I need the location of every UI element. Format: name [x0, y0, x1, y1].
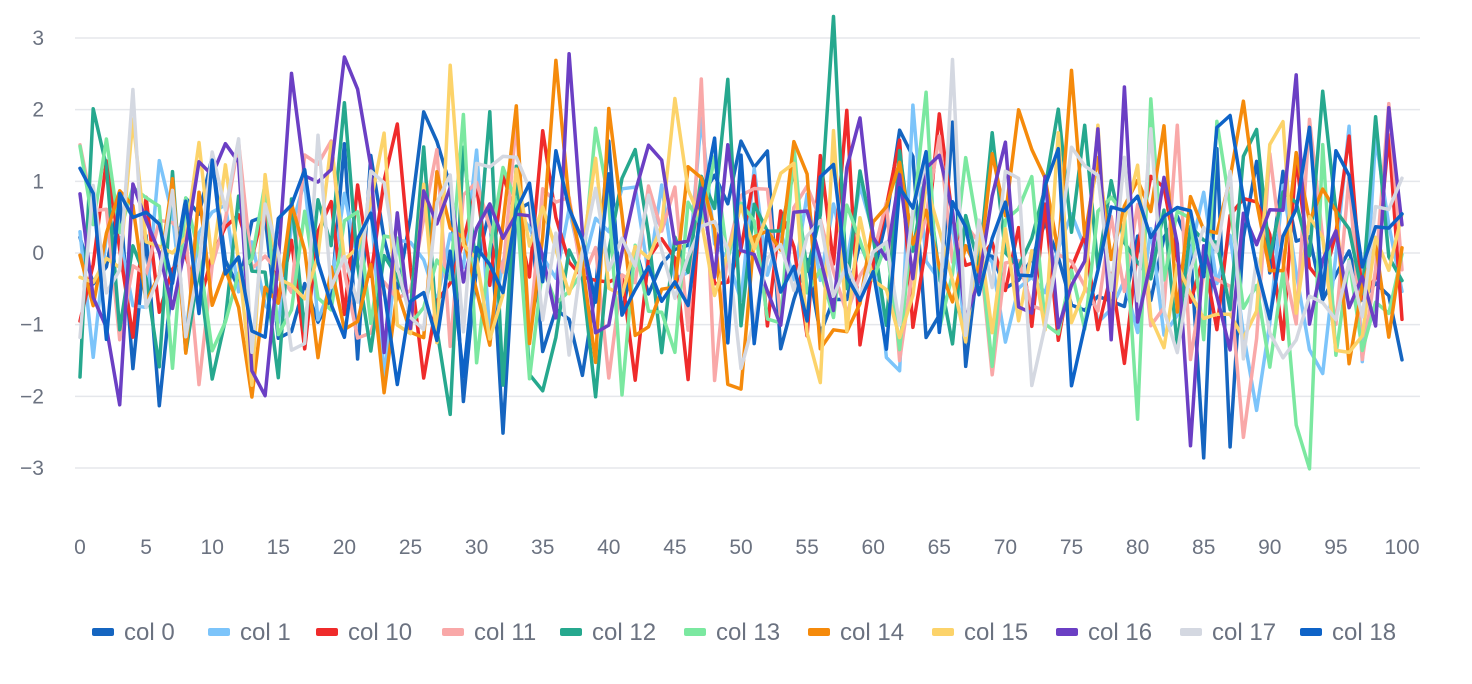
legend-swatch: [684, 628, 706, 636]
legend-swatch: [932, 628, 954, 636]
series-line-col-16: [78, 51, 1404, 448]
legend-swatch: [316, 628, 338, 636]
legend-swatch: [208, 628, 230, 636]
y-tick-label: 3: [32, 27, 44, 50]
legend-swatch: [92, 628, 114, 636]
y-axis: 3 2 1 0 −1 −2 −3: [20, 27, 44, 480]
series-line-col-15: [78, 63, 1404, 387]
legend[interactable]: col 0 col 1 col 10 col 11 col 12 col 13 col 14…: [92, 619, 1396, 646]
series-lines: [78, 14, 1404, 471]
x-tick-label: 100: [1384, 536, 1419, 559]
legend-swatch: [1180, 628, 1202, 636]
legend-swatch: [1056, 628, 1078, 636]
x-tick-label: 20: [333, 536, 356, 559]
x-axis: 0 5 10 15 20 25 30 35 40 45 50 55 60 65 70 75 80 85 90 95 10…: [74, 536, 1419, 559]
legend-label: col 10: [348, 619, 412, 646]
legend-label: col 16: [1088, 619, 1152, 646]
legend-item-col-13[interactable]: col 13: [684, 619, 780, 646]
legend-label: col 11: [474, 619, 536, 646]
x-tick-label: 75: [1060, 536, 1083, 559]
x-tick-label: 45: [663, 536, 686, 559]
x-tick-label: 30: [465, 536, 488, 559]
legend-item-col-18[interactable]: col 18: [1300, 619, 1396, 646]
legend-label: col 18: [1332, 619, 1396, 646]
legend-item-col-16[interactable]: col 16: [1056, 619, 1152, 646]
series-line-col-18: [78, 113, 1404, 388]
legend-item-col-11[interactable]: col 11: [442, 619, 536, 646]
legend-label: col 14: [840, 619, 904, 646]
series-line-col-13: [78, 90, 1404, 471]
legend-label: col 12: [592, 619, 656, 646]
legend-swatch: [442, 628, 464, 636]
series-line-col-17: [78, 57, 1404, 388]
legend-label: col 15: [964, 619, 1028, 646]
x-tick-label: 0: [74, 536, 86, 559]
legend-label: col 0: [124, 619, 175, 646]
y-tick-label: 1: [32, 170, 44, 193]
x-tick-label: 35: [531, 536, 554, 559]
x-tick-label: 50: [729, 536, 752, 559]
y-tick-label: −1: [20, 314, 44, 337]
legend-item-col-15[interactable]: col 15: [932, 619, 1028, 646]
x-tick-label: 40: [597, 536, 620, 559]
x-tick-label: 25: [399, 536, 422, 559]
legend-swatch: [808, 628, 830, 636]
legend-swatch: [1300, 628, 1322, 636]
series-line-col-11: [78, 77, 1404, 440]
x-tick-label: 90: [1258, 536, 1281, 559]
legend-item-col-10[interactable]: col 10: [316, 619, 412, 646]
y-tick-label: 2: [32, 99, 44, 122]
x-tick-label: 70: [994, 536, 1017, 559]
legend-item-col-14[interactable]: col 14: [808, 619, 904, 646]
legend-item-col-12[interactable]: col 12: [560, 619, 656, 646]
legend-label: col 1: [240, 619, 291, 646]
legend-label: col 13: [716, 619, 780, 646]
y-tick-label: −3: [20, 457, 44, 480]
legend-label: col 17: [1212, 619, 1276, 646]
x-tick-label: 95: [1324, 536, 1347, 559]
x-tick-label: 5: [140, 536, 152, 559]
x-tick-label: 10: [201, 536, 224, 559]
x-tick-label: 80: [1126, 536, 1149, 559]
x-tick-label: 85: [1192, 536, 1215, 559]
x-tick-label: 55: [795, 536, 818, 559]
x-tick-label: 60: [862, 536, 885, 559]
x-tick-label: 15: [267, 536, 290, 559]
legend-item-col-1[interactable]: col 1: [208, 619, 291, 646]
legend-item-col-0[interactable]: col 0: [92, 619, 175, 646]
y-tick-label: 0: [32, 242, 44, 265]
x-tick-label: 65: [928, 536, 951, 559]
legend-swatch: [560, 628, 582, 636]
y-tick-label: −2: [20, 385, 44, 408]
legend-item-col-17[interactable]: col 17: [1180, 619, 1276, 646]
